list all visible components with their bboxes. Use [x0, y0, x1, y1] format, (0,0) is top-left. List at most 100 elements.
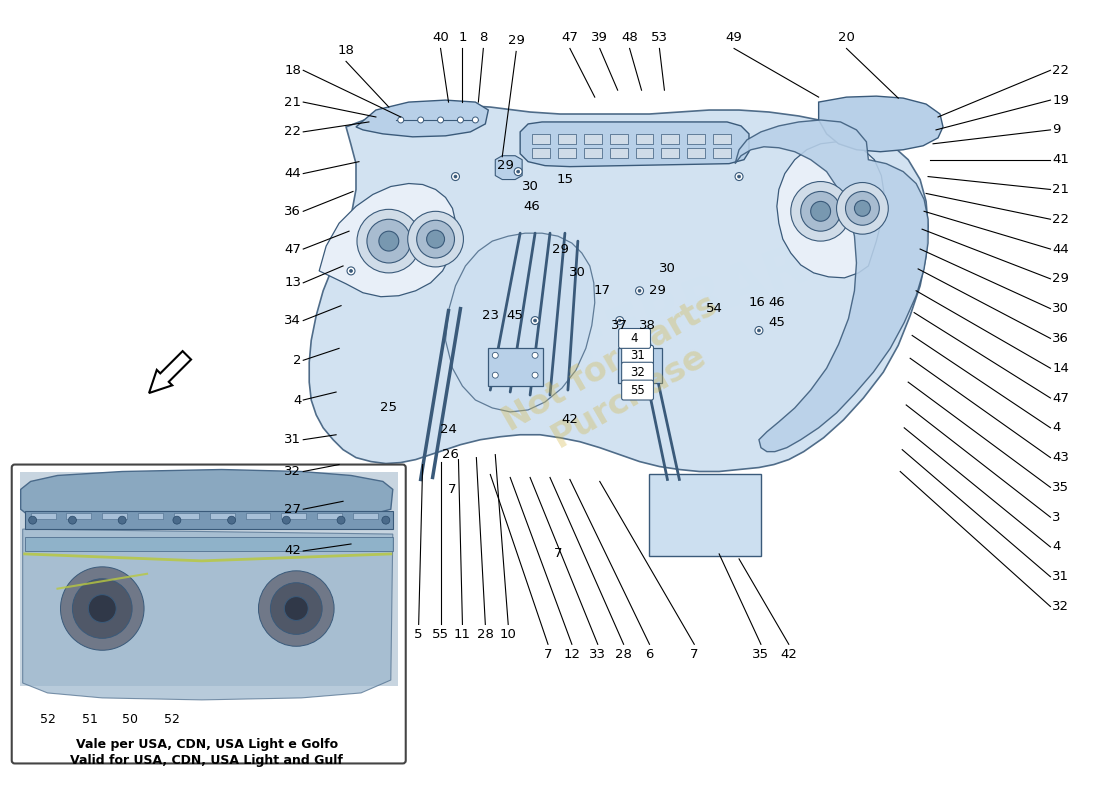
- Text: 41: 41: [1053, 153, 1069, 166]
- Circle shape: [493, 352, 498, 358]
- Circle shape: [801, 191, 840, 231]
- Text: 29: 29: [1053, 272, 1069, 286]
- Text: Valid for USA, CDN, USA Light and Gulf: Valid for USA, CDN, USA Light and Gulf: [70, 754, 343, 766]
- Bar: [102, 514, 128, 519]
- Text: 2: 2: [293, 354, 301, 366]
- Bar: [636, 148, 653, 158]
- Polygon shape: [319, 183, 455, 297]
- Circle shape: [758, 329, 760, 332]
- Polygon shape: [520, 122, 749, 166]
- Text: 42: 42: [780, 648, 798, 662]
- Circle shape: [417, 220, 454, 258]
- Circle shape: [616, 317, 624, 325]
- Circle shape: [60, 567, 144, 650]
- Text: 29: 29: [508, 34, 525, 47]
- Bar: [609, 134, 628, 144]
- Text: FERRARI: FERRARI: [564, 230, 834, 372]
- Circle shape: [855, 200, 870, 216]
- Text: 42: 42: [285, 545, 301, 558]
- Circle shape: [737, 175, 740, 178]
- Bar: [558, 148, 576, 158]
- Text: 37: 37: [612, 319, 628, 332]
- Circle shape: [283, 516, 290, 524]
- Text: 38: 38: [639, 319, 656, 332]
- Text: 30: 30: [1053, 302, 1069, 315]
- Polygon shape: [21, 470, 393, 529]
- Text: 29: 29: [649, 284, 666, 298]
- Circle shape: [382, 516, 389, 524]
- Text: 24: 24: [440, 423, 456, 436]
- Text: 30: 30: [659, 262, 675, 275]
- Text: 46: 46: [524, 200, 540, 213]
- Text: 3: 3: [1053, 510, 1060, 524]
- Circle shape: [636, 286, 644, 294]
- FancyBboxPatch shape: [618, 329, 650, 348]
- Circle shape: [534, 319, 537, 322]
- Bar: [532, 148, 550, 158]
- Bar: [558, 134, 576, 144]
- Circle shape: [367, 219, 410, 263]
- FancyBboxPatch shape: [621, 362, 653, 382]
- Text: 13: 13: [284, 276, 301, 290]
- Circle shape: [638, 290, 641, 292]
- Circle shape: [358, 210, 420, 273]
- Circle shape: [258, 571, 334, 646]
- Text: 7: 7: [543, 648, 552, 662]
- Text: 31: 31: [630, 349, 645, 362]
- Bar: [488, 348, 543, 386]
- Text: 27: 27: [284, 502, 301, 516]
- Text: 36: 36: [285, 205, 301, 218]
- Text: 15: 15: [557, 173, 573, 186]
- Text: 52: 52: [40, 713, 55, 726]
- Bar: [353, 514, 378, 519]
- Circle shape: [408, 211, 463, 267]
- Bar: [618, 348, 662, 383]
- Text: Not for Parts
Purchase: Not for Parts Purchase: [497, 289, 742, 471]
- Text: 18: 18: [285, 64, 301, 77]
- Circle shape: [517, 170, 519, 173]
- Text: 48: 48: [621, 31, 638, 45]
- Bar: [210, 514, 234, 519]
- Text: 39: 39: [592, 31, 608, 45]
- Bar: [245, 514, 271, 519]
- Bar: [317, 514, 342, 519]
- Bar: [24, 537, 393, 551]
- Text: 7: 7: [553, 547, 562, 561]
- Text: 30: 30: [570, 266, 586, 279]
- Text: 9: 9: [1053, 123, 1060, 136]
- Text: 7: 7: [690, 648, 698, 662]
- Text: 53: 53: [651, 31, 668, 45]
- Bar: [31, 514, 55, 519]
- Text: 35: 35: [1053, 481, 1069, 494]
- Text: 36: 36: [1053, 332, 1069, 345]
- Bar: [688, 134, 705, 144]
- Circle shape: [836, 182, 889, 234]
- Circle shape: [68, 516, 76, 524]
- Circle shape: [88, 594, 117, 622]
- Text: 44: 44: [1053, 242, 1069, 255]
- Text: 23: 23: [482, 309, 498, 322]
- Circle shape: [532, 352, 538, 358]
- Text: 47: 47: [285, 242, 301, 255]
- Text: 29: 29: [497, 159, 514, 172]
- Circle shape: [350, 270, 352, 272]
- Text: 43: 43: [1053, 451, 1069, 464]
- Circle shape: [427, 230, 444, 248]
- Circle shape: [458, 117, 463, 123]
- Polygon shape: [777, 142, 884, 278]
- Bar: [636, 134, 653, 144]
- FancyBboxPatch shape: [621, 346, 653, 366]
- Circle shape: [271, 582, 322, 634]
- Text: 22: 22: [1053, 213, 1069, 226]
- Text: 18: 18: [338, 44, 354, 58]
- Text: 34: 34: [285, 314, 301, 327]
- Text: 22: 22: [284, 126, 301, 138]
- FancyBboxPatch shape: [621, 380, 653, 400]
- Text: 45: 45: [769, 316, 785, 329]
- Bar: [661, 134, 680, 144]
- Text: 8: 8: [480, 31, 487, 45]
- Text: 32: 32: [284, 465, 301, 478]
- Text: 1: 1: [459, 31, 466, 45]
- Text: 54: 54: [706, 302, 723, 315]
- Text: 10: 10: [499, 629, 517, 642]
